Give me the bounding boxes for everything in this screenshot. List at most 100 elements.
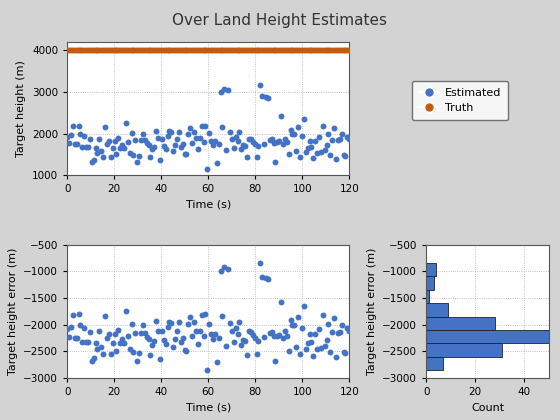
Point	[104, 47, 113, 54]
Point	[133, 358, 142, 365]
Point	[237, 146, 246, 153]
Point	[153, 47, 162, 54]
Point	[112, 347, 121, 354]
Point	[63, 134, 72, 140]
Point	[125, 346, 134, 353]
Point	[74, 311, 83, 318]
Point	[328, 47, 337, 54]
Point	[307, 339, 316, 345]
Point	[180, 47, 189, 54]
Point	[203, 166, 212, 173]
Point	[171, 336, 180, 343]
Point	[76, 47, 85, 54]
Point	[99, 153, 108, 160]
Point	[169, 343, 178, 350]
Point	[137, 47, 146, 54]
Point	[112, 47, 121, 54]
Point	[316, 148, 325, 155]
Point	[131, 47, 140, 54]
Point	[263, 95, 272, 102]
Point	[282, 333, 291, 339]
Point	[64, 334, 73, 341]
Point	[146, 154, 155, 161]
Bar	[426, 317, 495, 330]
Point	[93, 47, 102, 54]
Point	[95, 328, 104, 334]
Point	[125, 150, 134, 156]
Point	[324, 47, 333, 54]
Point	[328, 136, 337, 143]
Point	[207, 47, 216, 54]
Point	[68, 312, 77, 318]
Point	[309, 353, 318, 360]
Point	[207, 138, 216, 144]
Point	[235, 129, 244, 135]
Point	[157, 328, 166, 334]
Point	[332, 353, 340, 360]
Point	[330, 47, 339, 54]
Point	[271, 357, 280, 364]
Point	[102, 141, 111, 148]
Point	[82, 47, 91, 54]
Point	[271, 47, 280, 54]
Point	[141, 330, 150, 336]
Point	[288, 47, 297, 54]
Point	[275, 138, 284, 145]
Point	[106, 47, 115, 54]
Point	[199, 139, 208, 146]
Point	[89, 47, 98, 54]
Point	[307, 144, 316, 151]
Point	[233, 138, 242, 144]
Point	[252, 47, 261, 54]
Point	[277, 299, 286, 306]
Point	[95, 47, 104, 54]
X-axis label: Time (s): Time (s)	[185, 403, 231, 412]
Point	[134, 350, 143, 357]
Point	[174, 47, 183, 54]
Point	[292, 148, 301, 155]
Point	[216, 89, 225, 95]
Point	[258, 273, 267, 280]
Point	[275, 47, 284, 54]
Point	[256, 260, 265, 266]
Point	[320, 147, 329, 154]
Point	[241, 143, 250, 150]
Point	[101, 47, 110, 54]
Point	[335, 328, 344, 335]
Point	[122, 47, 130, 54]
Point	[296, 47, 305, 54]
Point	[341, 349, 350, 356]
Point	[237, 341, 246, 348]
Point	[324, 130, 333, 137]
Point	[290, 321, 299, 328]
Point	[97, 47, 106, 54]
Point	[303, 47, 312, 54]
Point	[192, 327, 200, 334]
Point	[91, 47, 100, 54]
Point	[86, 136, 95, 143]
Point	[275, 331, 284, 338]
Point	[114, 327, 123, 333]
Point	[176, 47, 185, 54]
Point	[337, 131, 346, 137]
Point	[235, 47, 244, 54]
Point	[269, 47, 278, 54]
Point	[197, 312, 206, 318]
Point	[165, 47, 174, 54]
Point	[267, 136, 276, 143]
Point	[297, 133, 306, 139]
Point	[282, 47, 291, 54]
Point	[296, 153, 305, 160]
Point	[78, 47, 87, 54]
Point	[326, 152, 335, 158]
Point	[239, 47, 248, 54]
Point	[252, 153, 261, 160]
Point	[256, 47, 265, 54]
Point	[87, 47, 96, 54]
Point	[123, 47, 132, 54]
Point	[277, 113, 286, 120]
Point	[303, 144, 312, 151]
Point	[141, 47, 150, 54]
Y-axis label: Target height error (m): Target height error (m)	[367, 248, 376, 375]
Point	[188, 47, 197, 54]
